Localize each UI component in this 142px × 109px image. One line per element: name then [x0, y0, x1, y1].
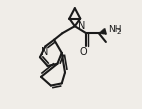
Text: NH: NH	[109, 26, 122, 34]
Text: N: N	[78, 21, 85, 31]
Text: O: O	[79, 47, 87, 57]
Text: N: N	[41, 47, 49, 57]
Text: 2: 2	[117, 29, 121, 35]
